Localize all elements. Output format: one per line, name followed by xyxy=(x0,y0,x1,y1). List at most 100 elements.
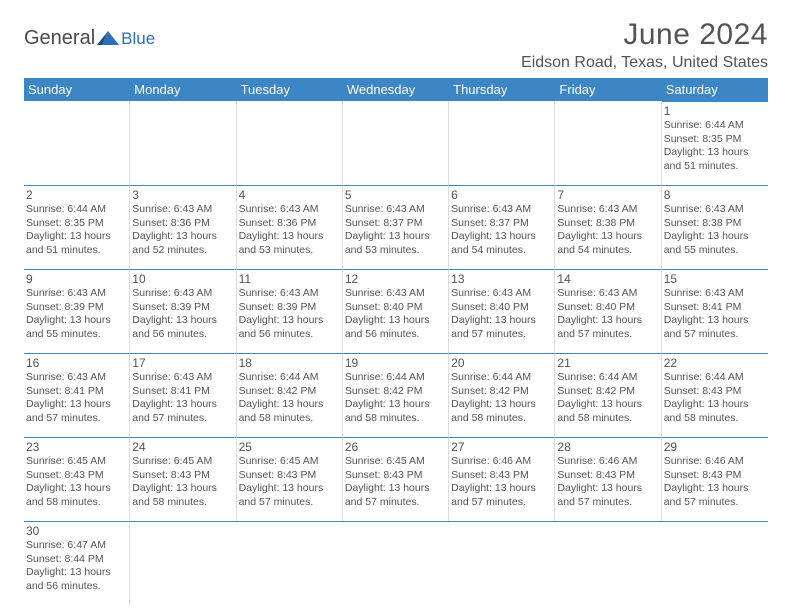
day-number: 16 xyxy=(26,356,125,371)
calendar-cell xyxy=(449,521,555,605)
sunrise-line: Sunrise: 6:43 AM xyxy=(451,287,550,300)
daylight-line-2: and 57 minutes. xyxy=(451,328,550,341)
calendar-cell: 12Sunrise: 6:43 AMSunset: 8:40 PMDayligh… xyxy=(343,269,449,353)
sunrise-line: Sunrise: 6:43 AM xyxy=(239,203,338,216)
day-number: 26 xyxy=(345,440,444,455)
daylight-line-1: Daylight: 13 hours xyxy=(557,314,656,327)
weekday-header: Thursday xyxy=(449,78,555,101)
sunset-line: Sunset: 8:37 PM xyxy=(451,217,550,230)
daylight-line-2: and 57 minutes. xyxy=(239,496,338,509)
daylight-line-1: Daylight: 13 hours xyxy=(664,146,764,159)
weekday-header: Friday xyxy=(555,78,661,101)
daylight-line-2: and 58 minutes. xyxy=(239,412,338,425)
daylight-line-2: and 51 minutes. xyxy=(26,244,125,257)
daylight-line-1: Daylight: 13 hours xyxy=(26,314,125,327)
title-block: June 2024 Eidson Road, Texas, United Sta… xyxy=(521,18,768,72)
calendar-cell: 14Sunrise: 6:43 AMSunset: 8:40 PMDayligh… xyxy=(555,269,661,353)
daylight-line-2: and 54 minutes. xyxy=(557,244,656,257)
sunrise-line: Sunrise: 6:47 AM xyxy=(26,539,125,552)
calendar-cell: 2Sunrise: 6:44 AMSunset: 8:35 PMDaylight… xyxy=(24,185,130,269)
daylight-line-1: Daylight: 13 hours xyxy=(664,398,764,411)
daylight-line-1: Daylight: 13 hours xyxy=(239,230,338,243)
month-title: June 2024 xyxy=(521,18,768,52)
daylight-line-1: Daylight: 13 hours xyxy=(451,482,550,495)
sunset-line: Sunset: 8:38 PM xyxy=(664,217,764,230)
calendar-cell: 16Sunrise: 6:43 AMSunset: 8:41 PMDayligh… xyxy=(24,353,130,437)
day-number: 17 xyxy=(132,356,231,371)
calendar-cell: 21Sunrise: 6:44 AMSunset: 8:42 PMDayligh… xyxy=(555,353,661,437)
calendar-cell xyxy=(343,521,449,605)
day-number: 13 xyxy=(451,272,550,287)
sunset-line: Sunset: 8:43 PM xyxy=(664,385,764,398)
sunset-line: Sunset: 8:43 PM xyxy=(132,469,231,482)
sunset-line: Sunset: 8:40 PM xyxy=(557,301,656,314)
day-number: 6 xyxy=(451,188,550,203)
calendar-cell xyxy=(237,101,343,185)
sunset-line: Sunset: 8:44 PM xyxy=(26,553,125,566)
sunset-line: Sunset: 8:43 PM xyxy=(664,469,764,482)
daylight-line-2: and 52 minutes. xyxy=(132,244,231,257)
calendar-cell: 13Sunrise: 6:43 AMSunset: 8:40 PMDayligh… xyxy=(449,269,555,353)
calendar-cell: 10Sunrise: 6:43 AMSunset: 8:39 PMDayligh… xyxy=(130,269,236,353)
weekday-header: Tuesday xyxy=(237,78,343,101)
weekday-header: Wednesday xyxy=(343,78,449,101)
daylight-line-1: Daylight: 13 hours xyxy=(26,398,125,411)
sunset-line: Sunset: 8:42 PM xyxy=(557,385,656,398)
page-header: General Blue June 2024 Eidson Road, Texa… xyxy=(24,18,768,72)
daylight-line-1: Daylight: 13 hours xyxy=(451,230,550,243)
daylight-line-1: Daylight: 13 hours xyxy=(557,398,656,411)
sunrise-line: Sunrise: 6:43 AM xyxy=(664,203,764,216)
weekday-header: Saturday xyxy=(662,78,768,101)
day-number: 9 xyxy=(26,272,125,287)
daylight-line-2: and 53 minutes. xyxy=(345,244,444,257)
sunset-line: Sunset: 8:39 PM xyxy=(26,301,125,314)
daylight-line-2: and 56 minutes. xyxy=(345,328,444,341)
logo-triangle-icon xyxy=(97,31,119,45)
daylight-line-2: and 53 minutes. xyxy=(239,244,338,257)
sunset-line: Sunset: 8:38 PM xyxy=(557,217,656,230)
day-number: 23 xyxy=(26,440,125,455)
day-number: 29 xyxy=(664,440,764,455)
day-number: 8 xyxy=(664,188,764,203)
day-number: 7 xyxy=(557,188,656,203)
daylight-line-2: and 57 minutes. xyxy=(557,496,656,509)
sunrise-line: Sunrise: 6:46 AM xyxy=(557,455,656,468)
logo: General Blue xyxy=(24,18,155,48)
calendar-cell: 22Sunrise: 6:44 AMSunset: 8:43 PMDayligh… xyxy=(662,353,768,437)
sunset-line: Sunset: 8:36 PM xyxy=(132,217,231,230)
daylight-line-1: Daylight: 13 hours xyxy=(345,482,444,495)
daylight-line-1: Daylight: 13 hours xyxy=(132,230,231,243)
sunset-line: Sunset: 8:36 PM xyxy=(239,217,338,230)
daylight-line-1: Daylight: 13 hours xyxy=(557,482,656,495)
day-number: 30 xyxy=(26,524,125,539)
day-number: 24 xyxy=(132,440,231,455)
calendar-cell xyxy=(555,101,661,185)
logo-text-blue: Blue xyxy=(121,30,155,47)
daylight-line-1: Daylight: 13 hours xyxy=(239,482,338,495)
calendar-cell xyxy=(130,101,236,185)
sunrise-line: Sunrise: 6:43 AM xyxy=(451,203,550,216)
calendar-cell xyxy=(24,101,130,185)
sunrise-line: Sunrise: 6:43 AM xyxy=(239,287,338,300)
sunset-line: Sunset: 8:40 PM xyxy=(345,301,444,314)
sunset-line: Sunset: 8:43 PM xyxy=(239,469,338,482)
day-number: 21 xyxy=(557,356,656,371)
day-number: 19 xyxy=(345,356,444,371)
sunset-line: Sunset: 8:43 PM xyxy=(26,469,125,482)
daylight-line-2: and 56 minutes. xyxy=(26,580,125,593)
sunset-line: Sunset: 8:42 PM xyxy=(451,385,550,398)
sunrise-line: Sunrise: 6:44 AM xyxy=(664,371,764,384)
sunset-line: Sunset: 8:42 PM xyxy=(239,385,338,398)
sunrise-line: Sunrise: 6:44 AM xyxy=(239,371,338,384)
sunset-line: Sunset: 8:41 PM xyxy=(26,385,125,398)
daylight-line-2: and 55 minutes. xyxy=(664,244,764,257)
daylight-line-2: and 58 minutes. xyxy=(557,412,656,425)
calendar-cell: 4Sunrise: 6:43 AMSunset: 8:36 PMDaylight… xyxy=(237,185,343,269)
calendar-cell: 5Sunrise: 6:43 AMSunset: 8:37 PMDaylight… xyxy=(343,185,449,269)
sunrise-line: Sunrise: 6:43 AM xyxy=(345,287,444,300)
weekday-header-row: SundayMondayTuesdayWednesdayThursdayFrid… xyxy=(24,78,768,101)
calendar-cell: 8Sunrise: 6:43 AMSunset: 8:38 PMDaylight… xyxy=(662,185,768,269)
weekday-header: Sunday xyxy=(24,78,130,101)
daylight-line-1: Daylight: 13 hours xyxy=(239,398,338,411)
sunrise-line: Sunrise: 6:45 AM xyxy=(345,455,444,468)
